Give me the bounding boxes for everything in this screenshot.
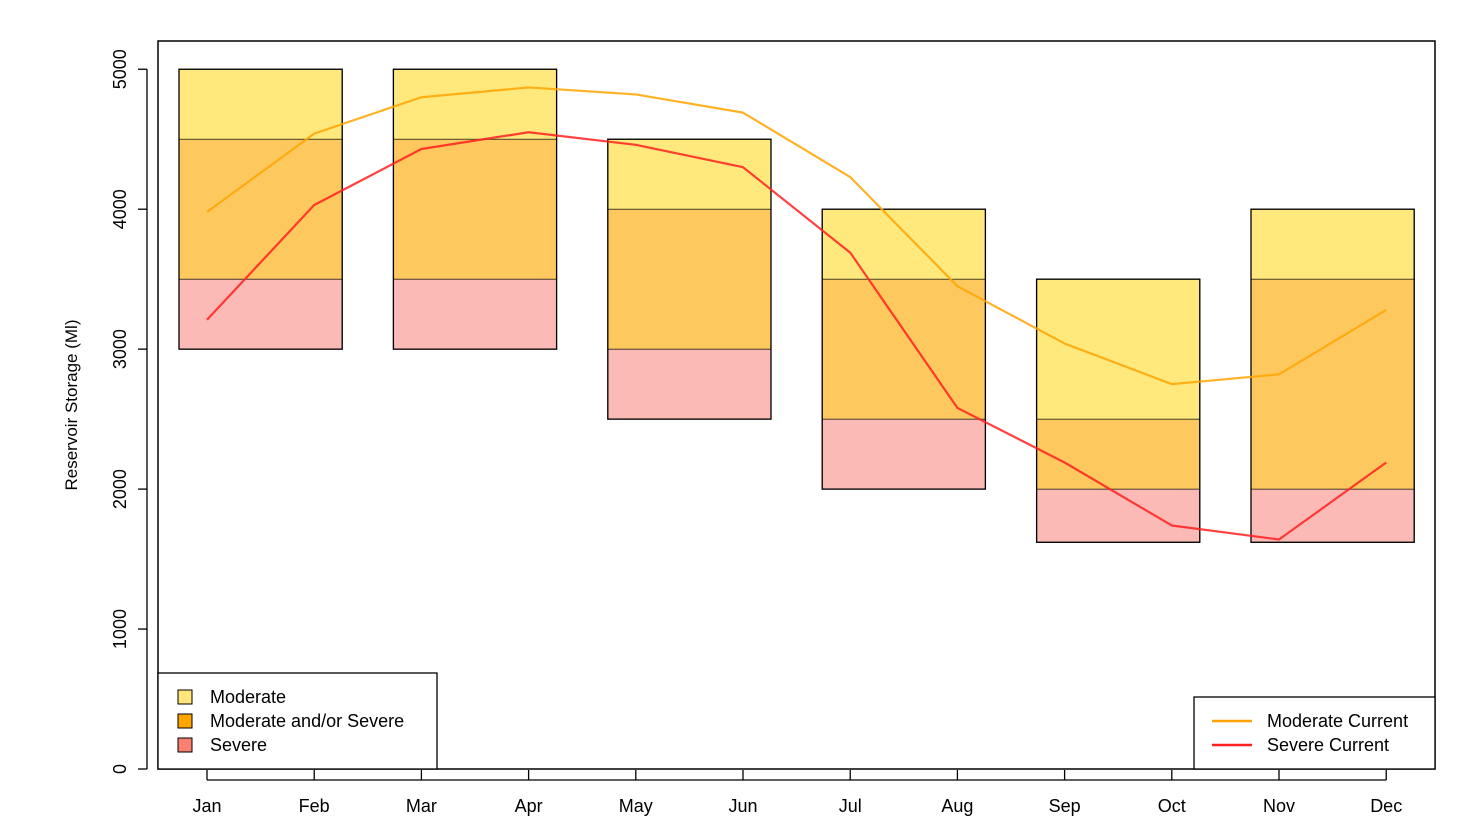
y-axis: 0 1000 2000 3000 4000 5000 xyxy=(110,49,148,774)
legend-label: Moderate xyxy=(210,687,286,707)
plot-frame xyxy=(157,40,1436,770)
y-tick-label: 2000 xyxy=(110,469,130,509)
band-box-2 xyxy=(607,138,772,420)
band-moderate-and-or-severe xyxy=(1250,278,1415,490)
x-tick-label: Apr xyxy=(515,796,543,816)
line-legend-frame xyxy=(1193,696,1436,770)
band-box-5 xyxy=(1250,208,1415,543)
band-box-4 xyxy=(1035,278,1201,543)
band-severe xyxy=(821,418,986,490)
band-moderate xyxy=(821,208,986,280)
legend-label: Moderate Current xyxy=(1267,711,1408,731)
x-tick-label: Dec xyxy=(1370,796,1402,816)
x-tick-label: Jun xyxy=(728,796,757,816)
band-moderate-and-or-severe xyxy=(821,278,986,420)
x-axis: Jan Feb Mar Apr May Jun Jul Aug Sep Oct Nov Dec xyxy=(192,770,1402,816)
x-tick-label: May xyxy=(619,796,653,816)
legend-swatch xyxy=(177,713,193,729)
line-legend: Moderate Current Severe Current xyxy=(1193,696,1436,770)
band-severe xyxy=(1036,488,1201,543)
band-moderate-and-or-severe xyxy=(178,138,343,280)
band-box-3 xyxy=(821,208,987,490)
band-moderate-and-or-severe xyxy=(1036,418,1201,490)
band-box-outline xyxy=(1250,208,1415,543)
band-box-outline xyxy=(607,138,772,420)
band-box-0 xyxy=(178,68,343,350)
band-legend: Moderate Moderate and/or Severe Severe xyxy=(157,672,438,770)
band-box-outline xyxy=(821,208,987,490)
y-tick-label: 5000 xyxy=(110,49,130,89)
band-moderate-and-or-severe xyxy=(392,138,558,280)
x-tick-label: Nov xyxy=(1263,796,1295,816)
band-box-outline xyxy=(1035,278,1201,543)
x-tick-label: Feb xyxy=(299,796,330,816)
band-box-outline xyxy=(178,68,343,350)
x-tick-label: Aug xyxy=(941,796,973,816)
y-tick-label: 0 xyxy=(110,764,130,774)
line-moderate-current xyxy=(206,86,1387,386)
legend-swatch xyxy=(177,737,193,753)
band-severe xyxy=(178,278,343,350)
band-moderate xyxy=(1250,208,1415,280)
band-severe xyxy=(392,278,558,350)
series-lines xyxy=(206,86,1387,541)
band-box-outline xyxy=(392,68,558,350)
band-moderate xyxy=(1036,278,1201,420)
legend-label: Severe xyxy=(210,735,267,755)
band-moderate xyxy=(392,68,558,140)
y-tick-label: 3000 xyxy=(110,329,130,369)
y-axis-label: Reservoir Storage (Ml) xyxy=(62,320,81,491)
y-tick-label: 4000 xyxy=(110,189,130,229)
band-boxes xyxy=(178,68,1415,543)
x-tick-label: Jan xyxy=(192,796,221,816)
x-tick-label: Mar xyxy=(406,796,437,816)
legend-swatch xyxy=(177,689,193,705)
x-tick-label: Jul xyxy=(839,796,862,816)
y-tick-label: 1000 xyxy=(110,609,130,649)
band-moderate xyxy=(607,138,772,210)
band-moderate-and-or-severe xyxy=(607,208,772,350)
x-tick-label: Sep xyxy=(1049,796,1081,816)
band-severe xyxy=(1250,488,1415,543)
band-severe xyxy=(607,348,772,420)
band-box-1 xyxy=(392,68,558,350)
band-legend-frame xyxy=(157,672,438,770)
legend-label: Moderate and/or Severe xyxy=(210,711,404,731)
line-severe-current xyxy=(206,131,1387,541)
legend-label: Severe Current xyxy=(1267,735,1389,755)
x-tick-label: Oct xyxy=(1158,796,1186,816)
band-moderate xyxy=(178,68,343,140)
